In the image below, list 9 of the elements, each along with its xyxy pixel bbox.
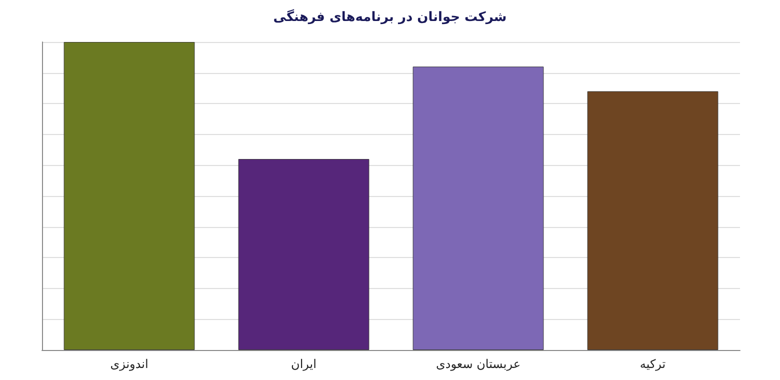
bar — [64, 42, 195, 350]
x-tick-label: اندونزی — [110, 357, 148, 371]
x-tick-label: ایران — [291, 357, 316, 371]
bar — [238, 159, 370, 350]
x-tick-label: ترکیه — [640, 357, 666, 371]
x-tick-label: عربستان سعودی — [436, 357, 521, 371]
chart-title: شرکت جوانان در برنامه‌های فرهنگی — [273, 9, 507, 25]
bar — [587, 91, 718, 350]
bar — [412, 66, 544, 350]
